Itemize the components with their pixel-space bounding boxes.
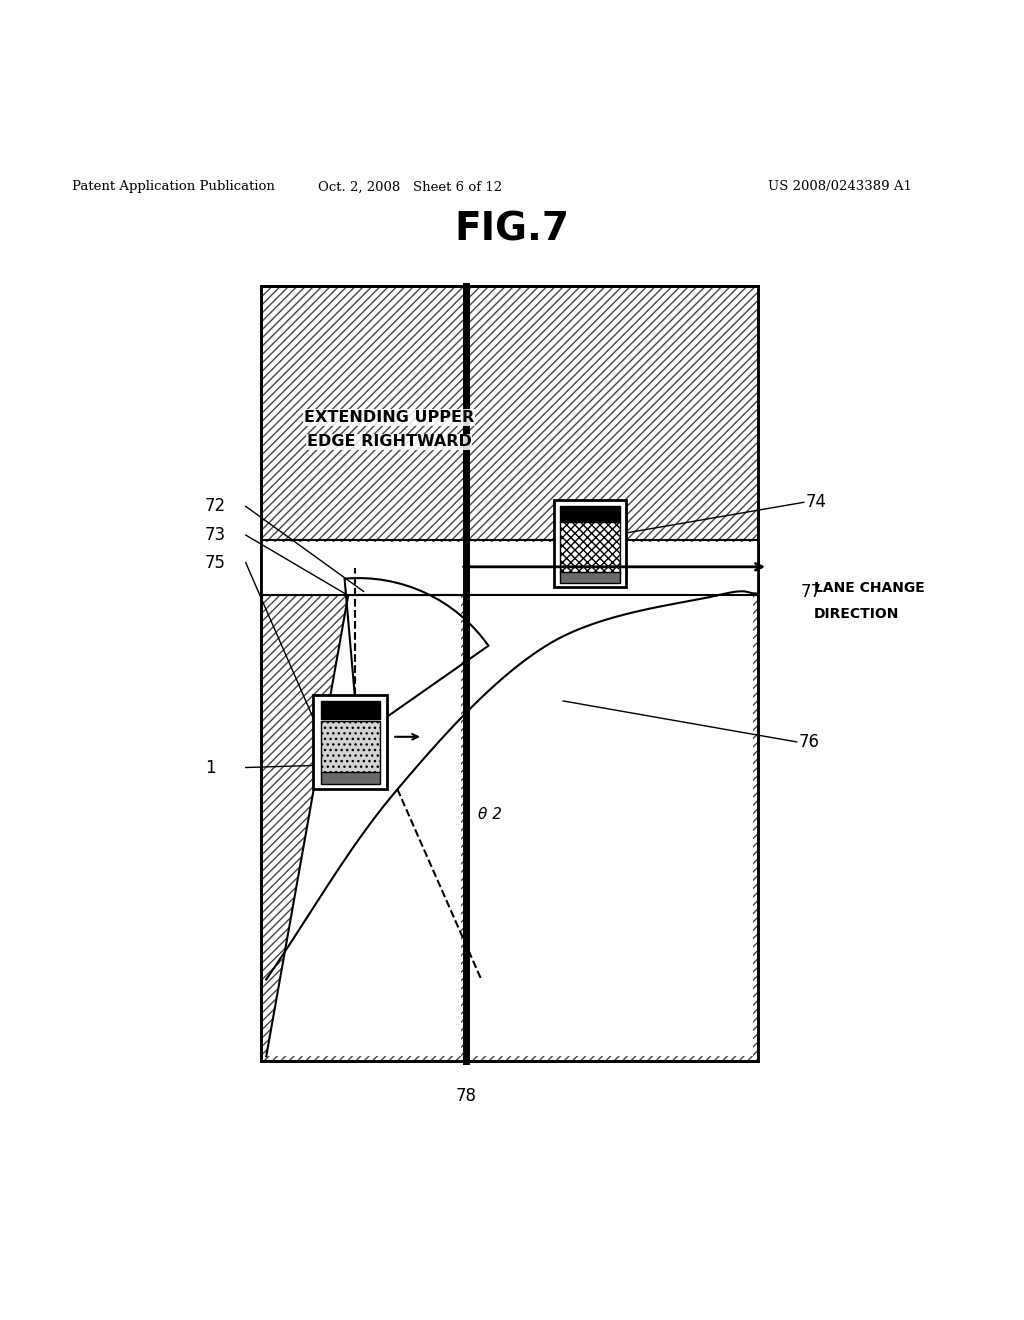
- Text: EDGE RIGHTWARD: EDGE RIGHTWARD: [306, 434, 472, 449]
- Text: DIRECTION: DIRECTION: [814, 607, 899, 620]
- Bar: [261, 543, 758, 595]
- Text: LANE CHANGE: LANE CHANGE: [814, 581, 925, 595]
- Text: 73: 73: [205, 527, 226, 544]
- Text: 72: 72: [205, 498, 226, 515]
- Text: EXTENDING UPPER: EXTENDING UPPER: [304, 409, 474, 425]
- Text: Oct. 2, 2008   Sheet 6 of 12: Oct. 2, 2008 Sheet 6 of 12: [317, 181, 502, 194]
- Text: θ 2: θ 2: [478, 808, 502, 822]
- Bar: [261, 286, 758, 1061]
- Bar: [560, 573, 620, 582]
- Bar: [261, 286, 758, 1061]
- Text: 78: 78: [456, 1086, 476, 1105]
- Text: 1: 1: [205, 759, 215, 776]
- Polygon shape: [266, 595, 461, 1056]
- Bar: [321, 721, 380, 772]
- Text: 77: 77: [801, 583, 822, 602]
- Bar: [560, 521, 620, 573]
- Text: 75: 75: [205, 553, 226, 572]
- Bar: [321, 701, 380, 719]
- Bar: [466, 595, 753, 1056]
- Text: FIG.7: FIG.7: [455, 211, 569, 249]
- Text: 74: 74: [806, 494, 827, 511]
- Text: 76: 76: [799, 733, 820, 751]
- Bar: [554, 500, 626, 587]
- Text: Patent Application Publication: Patent Application Publication: [72, 181, 274, 194]
- Bar: [321, 772, 380, 784]
- Text: US 2008/0243389 A1: US 2008/0243389 A1: [768, 181, 912, 194]
- Bar: [313, 694, 387, 789]
- Bar: [560, 506, 620, 523]
